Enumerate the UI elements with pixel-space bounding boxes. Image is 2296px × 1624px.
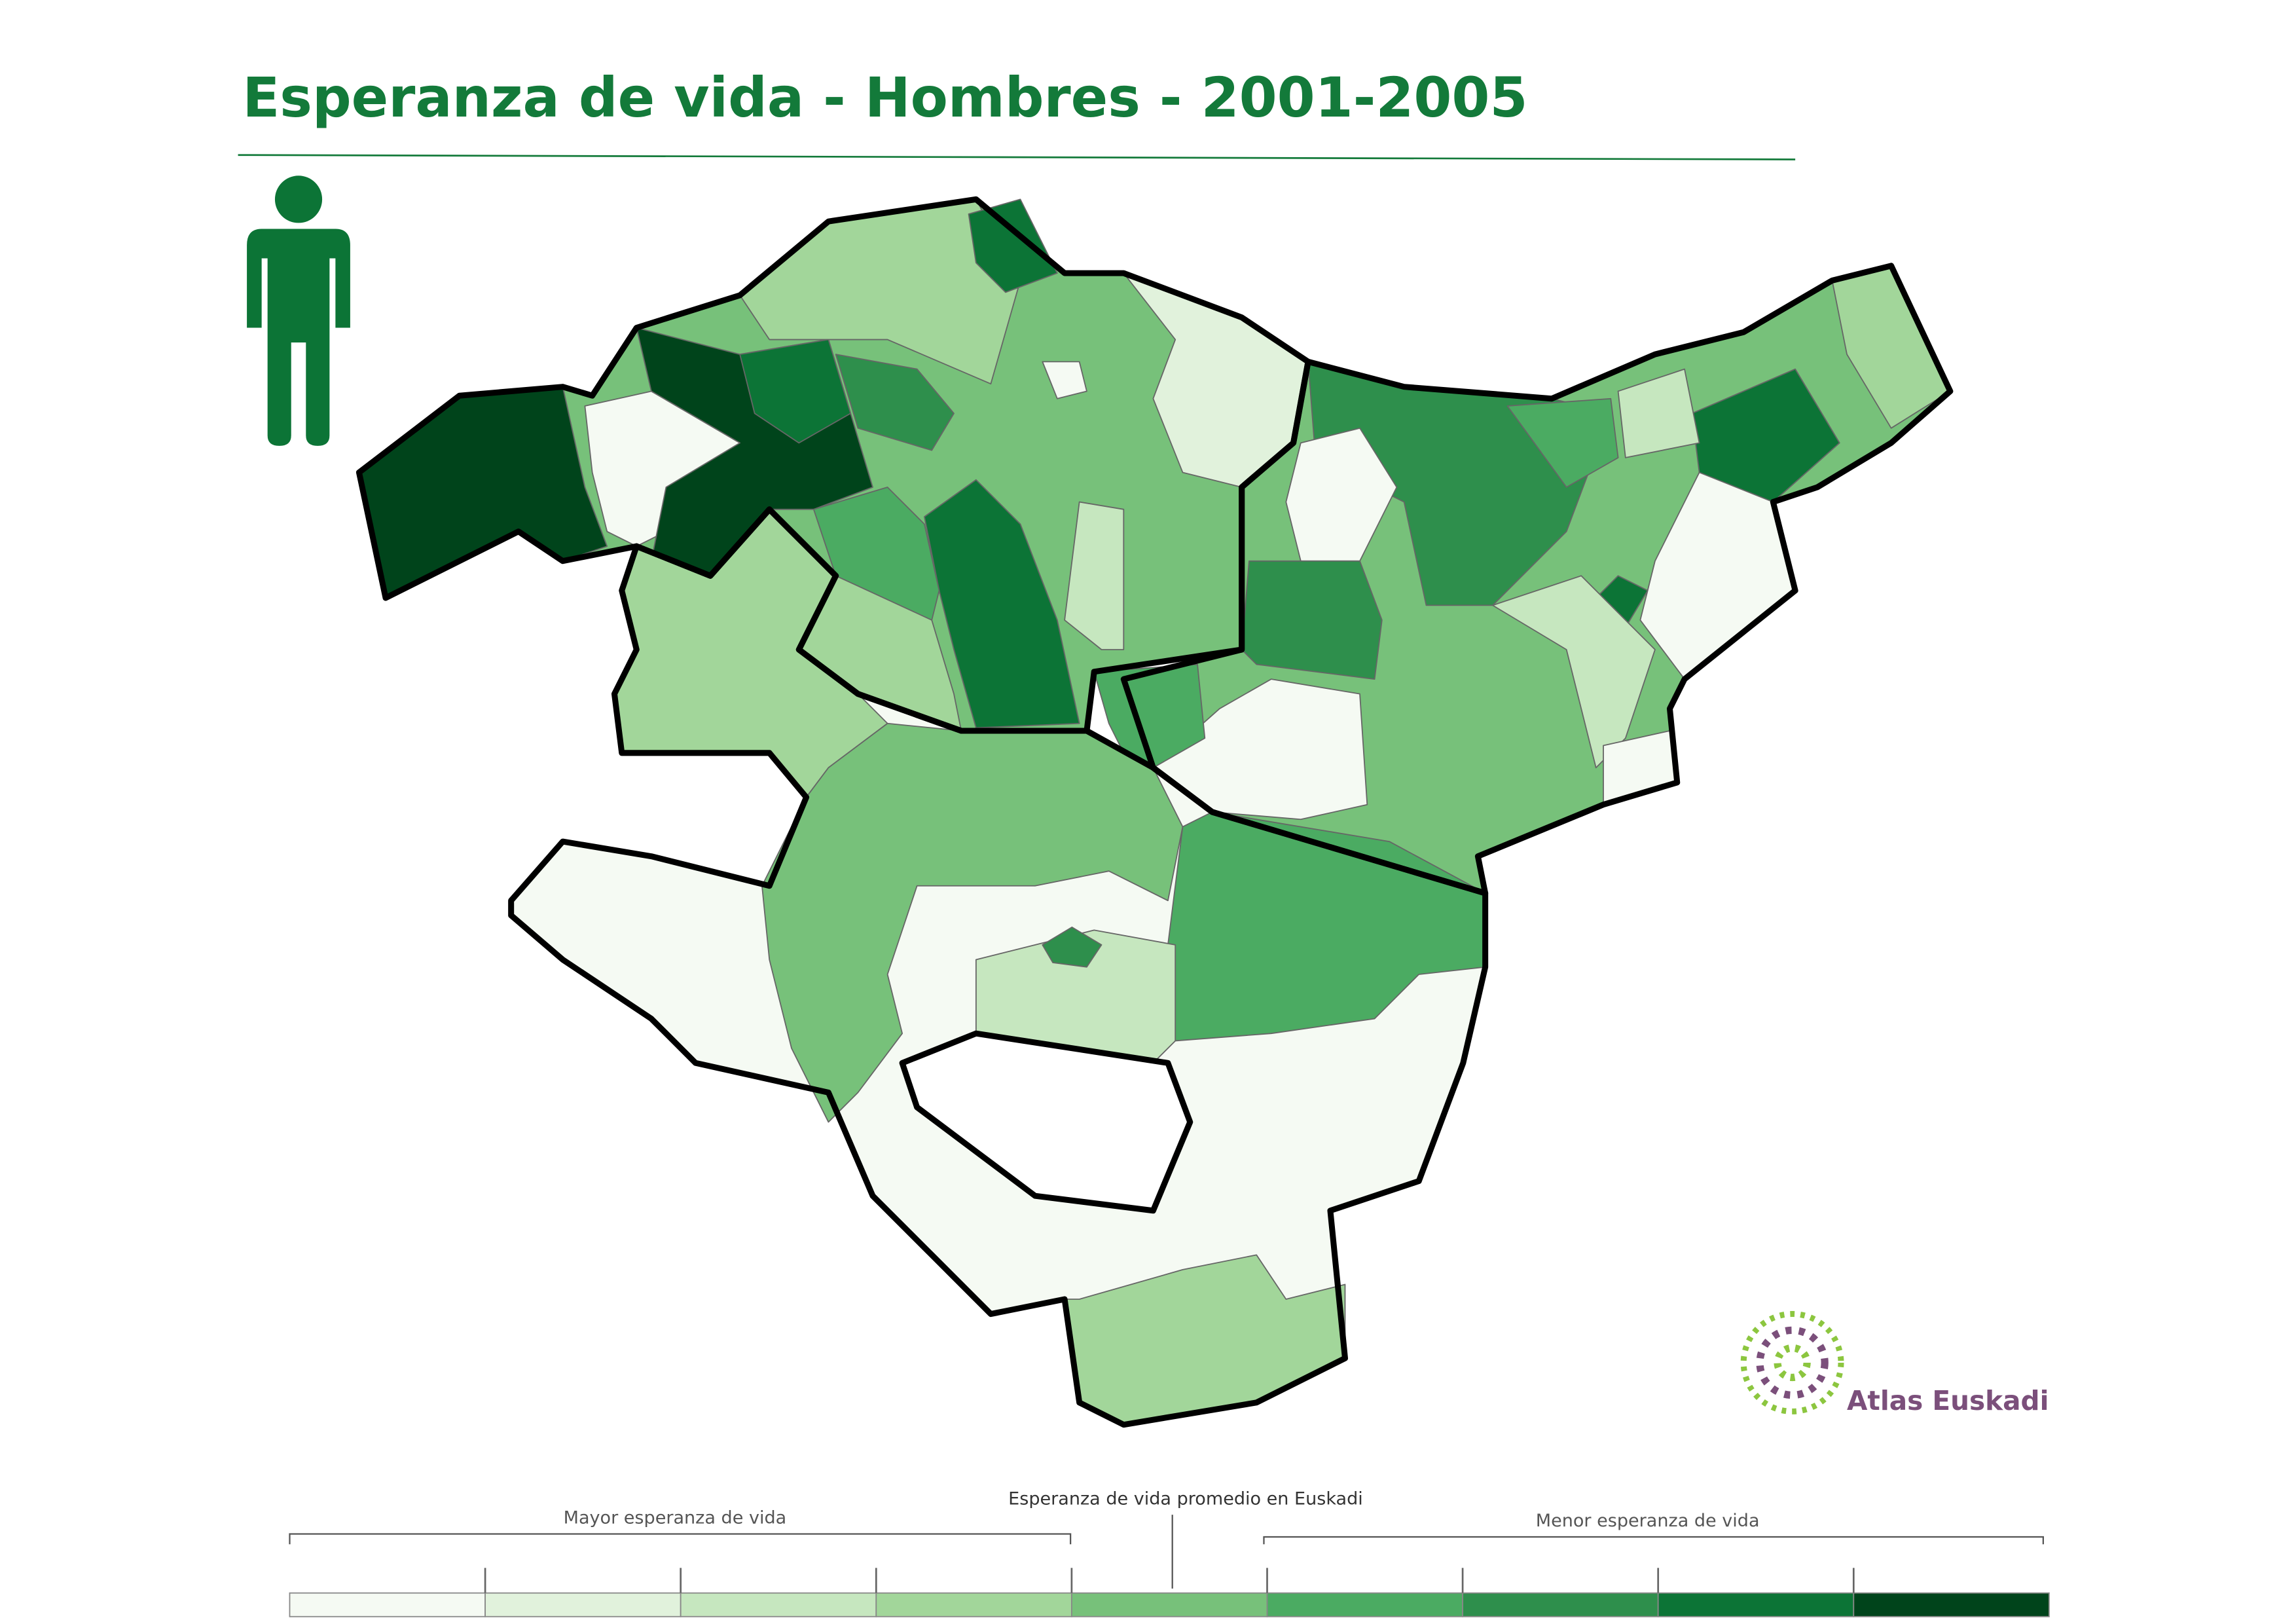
legend-right-label: Menor esperanza de vida [1536,1511,1760,1531]
region [1241,560,1383,680]
region [1042,926,1102,968]
legend-center-label: Esperanza de vida promedio en Euskadi [1008,1488,1363,1509]
region [1506,397,1619,488]
province-border [508,506,1489,1428]
province-border [1120,263,1954,896]
legend-swatch [1462,1592,1659,1617]
legend-left-label: Mayor esperanza de vida [564,1508,787,1528]
region [1064,501,1125,650]
region [358,386,608,599]
logo: Atlas Euskadi [1740,1311,2049,1416]
region [1042,361,1087,399]
map [355,196,1954,1428]
male-icon [247,175,350,446]
region [1617,368,1700,458]
province-border [899,1030,1194,1214]
title-rule [238,154,1796,160]
legend-swatch [680,1592,877,1617]
region [835,354,955,451]
region [924,479,1080,729]
legend-swatch [1070,1592,1268,1617]
legend-swatch [1657,1592,1855,1617]
region [739,339,852,444]
legend-swatch [289,1592,486,1617]
region [968,198,1058,293]
legend-swatch [875,1592,1072,1617]
legend: Mayor esperanza de vida Esperanza de vid… [289,1488,2050,1617]
region [1492,575,1656,769]
legend-swatch [1853,1592,2050,1617]
legend-brackets [289,1515,2045,1589]
legend-swatch [1266,1592,1463,1617]
title: Esperanza de vida - Hombres - 2001-2005 [242,66,1527,130]
legend-swatch [484,1592,682,1617]
logo-text: Atlas Euskadi [1847,1385,2049,1416]
